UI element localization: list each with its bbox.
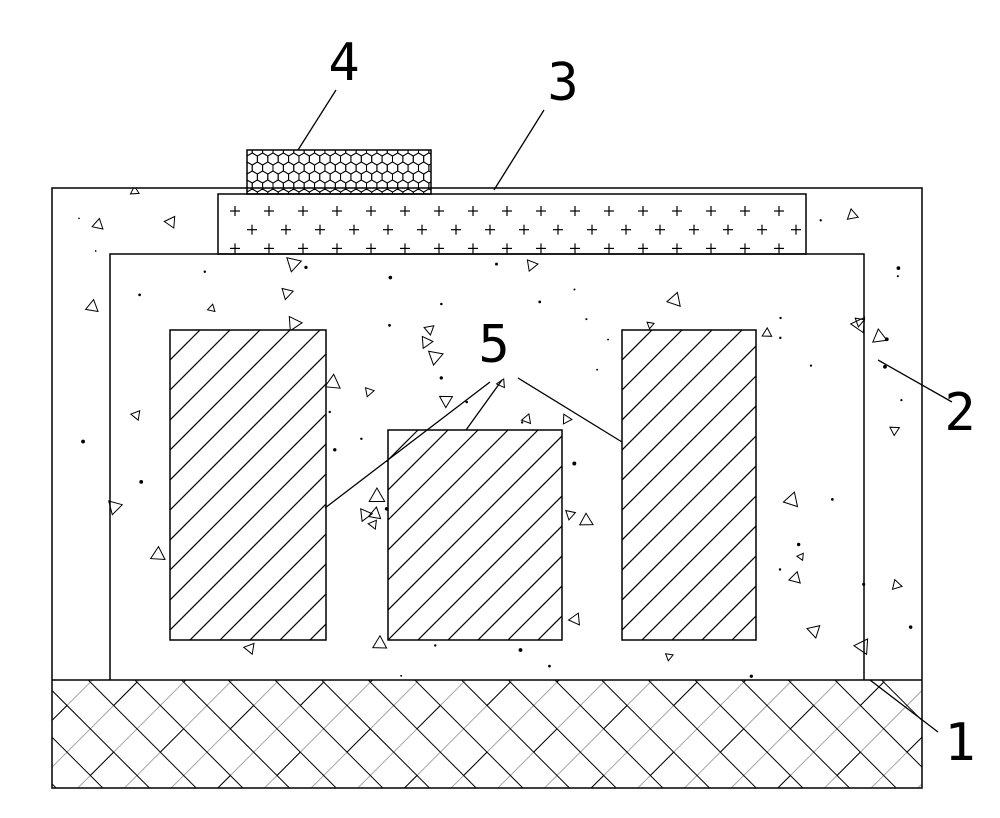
- label-2: 2: [944, 383, 975, 443]
- heater-block: [242, 144, 445, 201]
- film-layer: [218, 194, 806, 254]
- label-1: 1: [944, 713, 975, 773]
- label-3: 3: [547, 53, 578, 113]
- technical-diagram: 1 2 3 4 5: [0, 0, 1000, 818]
- label-4: 4: [328, 33, 359, 93]
- label-5: 5: [478, 315, 509, 375]
